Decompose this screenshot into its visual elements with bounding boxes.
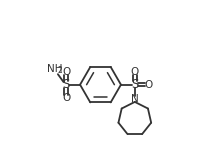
Text: O: O <box>144 80 152 90</box>
Text: S: S <box>62 78 70 91</box>
Text: O: O <box>62 93 70 103</box>
Text: O: O <box>62 67 70 77</box>
Text: N: N <box>130 94 138 104</box>
Text: 2: 2 <box>57 66 62 75</box>
Text: O: O <box>130 67 138 77</box>
Text: NH: NH <box>47 64 62 74</box>
Text: S: S <box>130 78 138 91</box>
